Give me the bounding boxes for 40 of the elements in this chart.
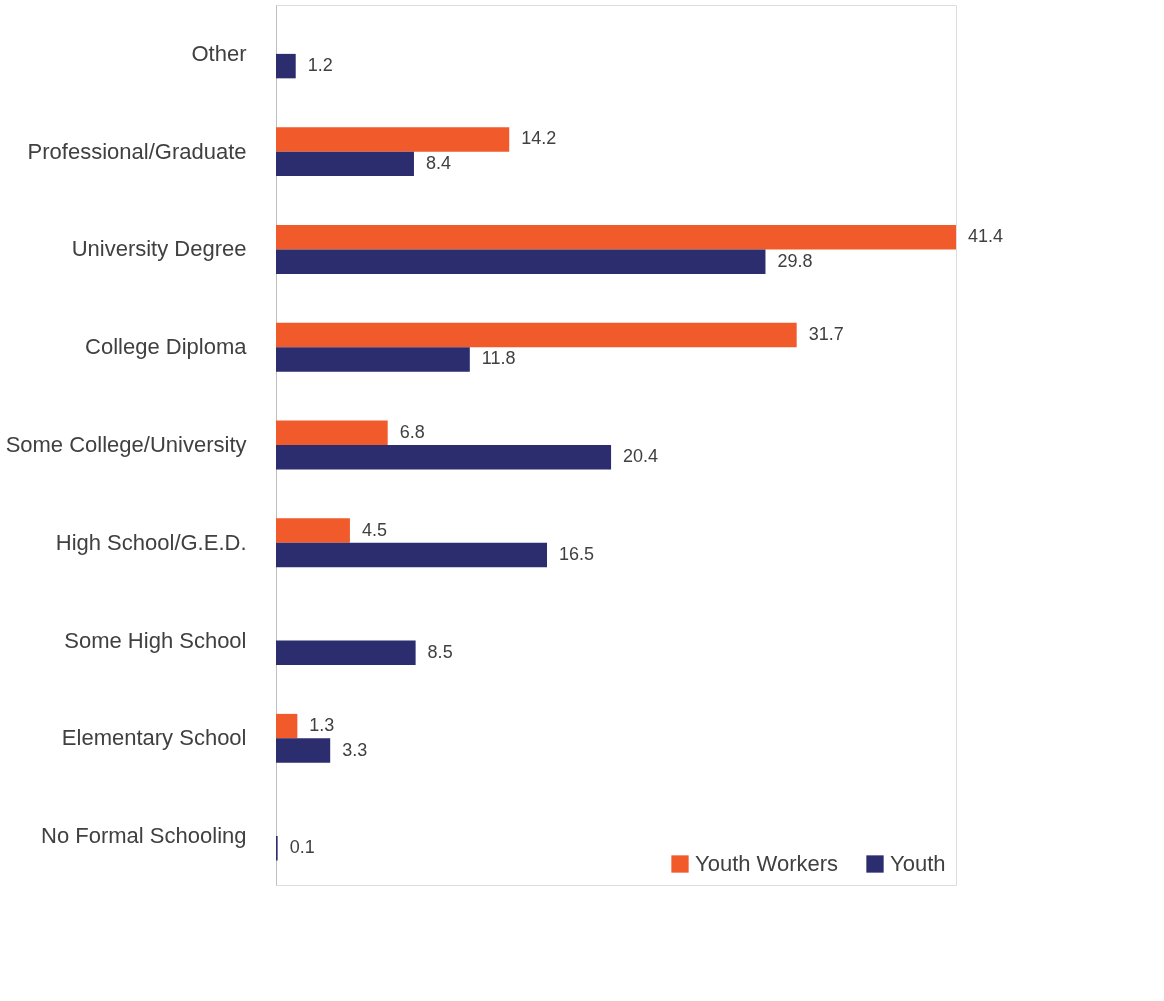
bar	[276, 151, 414, 177]
bar	[276, 249, 766, 274]
legend-label: Youth Workers	[695, 851, 839, 876]
bar	[276, 322, 797, 348]
data-label: 20.4	[623, 446, 659, 467]
y-tick-label: No Formal Schooling	[41, 823, 247, 849]
y-tick-label: University Degree	[71, 236, 247, 262]
y-tick-label: Professional/Graduate	[27, 138, 247, 164]
data-label: 41.4	[968, 226, 1004, 247]
bar	[276, 542, 548, 568]
bar	[276, 225, 956, 250]
data-label: 29.8	[777, 250, 813, 271]
data-label: 1.2	[307, 55, 333, 76]
data-label: 11.8	[481, 348, 516, 369]
data-label: 0.1	[289, 837, 315, 858]
bar	[276, 347, 470, 372]
bar	[276, 127, 510, 152]
y-tick-label: High School/G.E.D.	[55, 529, 247, 555]
bar	[276, 738, 331, 763]
data-label: 8.5	[427, 641, 453, 662]
y-tick-label: Some College/University	[5, 432, 247, 457]
data-label: 14.2	[521, 128, 557, 149]
bar	[276, 713, 298, 739]
data-label: 31.7	[808, 324, 844, 344]
data-label: 1.3	[309, 715, 335, 736]
bar	[276, 445, 612, 470]
data-label: 8.4	[425, 152, 451, 173]
y-tick-label: Elementary School	[61, 725, 247, 751]
data-label: 6.8	[399, 421, 425, 442]
y-tick-label: College Diploma	[85, 334, 248, 360]
data-label: 16.5	[559, 544, 595, 564]
bar	[276, 420, 388, 445]
data-label: 4.5	[361, 519, 387, 540]
y-tick-label: Other	[191, 40, 247, 66]
y-tick-label: Some High School	[64, 627, 247, 653]
bar	[276, 640, 416, 665]
data-label: 3.3	[342, 739, 368, 760]
legend-label: Youth	[890, 851, 946, 876]
bar	[276, 518, 350, 543]
bar	[276, 53, 296, 79]
